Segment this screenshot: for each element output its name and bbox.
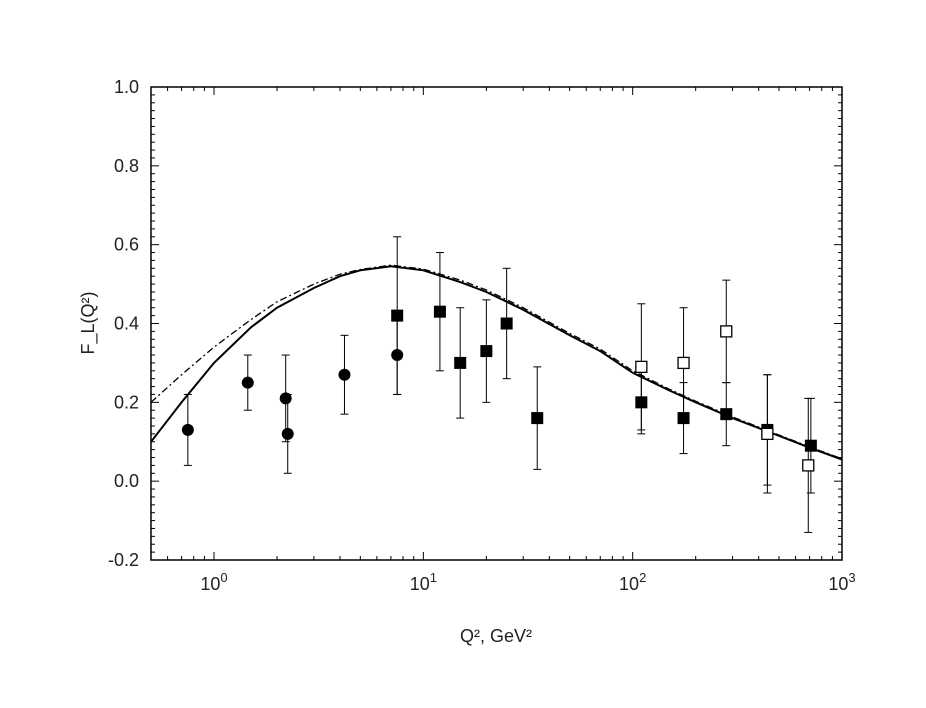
x-tick-label: 101 [410,570,437,594]
y-tick-label: 0.4 [114,314,139,334]
y-tick-label: 0.6 [114,235,139,255]
filled-square-marker [531,412,544,425]
y-tick-label: 0.2 [114,392,139,412]
filled-square-marker [391,309,404,322]
x-tick-label: 102 [619,570,646,594]
open-square-marker [761,427,774,441]
filled-square-marker [804,439,817,452]
tick-labels: -0.2 0.0 0.2 0.4 0.6 0.8 1.0 100 101 102 103 [108,77,856,594]
x-axis-title: Q², GeV² [460,626,532,646]
filled-square-marker [500,317,513,330]
dash-dot-curve [150,264,843,460]
filled-square-marker [720,408,733,421]
circle-marker [281,427,294,440]
y-tick-label: 1.0 [114,77,139,97]
model-curves [150,264,843,461]
circle-marker [181,423,194,436]
circle-marker [241,376,254,389]
circle-marker [279,392,292,405]
open-square-marker [802,459,815,472]
y-axis-title: F_L(Q²) [78,292,99,355]
data-points [181,236,817,533]
solid-curve [150,265,843,461]
x-tick-label: 103 [828,570,855,594]
open-square-marker [677,356,690,370]
x-tick-label: 100 [200,570,227,594]
filled-square-marker [454,356,467,369]
y-tick-label: -0.2 [108,550,139,570]
y-tick-label: 0.0 [114,471,139,491]
open-square-marker [720,325,733,338]
open-square-marker [635,360,648,374]
y-tick-label: 0.8 [114,156,139,176]
filled-square-marker [480,345,493,358]
filled-square-marker [433,305,446,318]
axis-ticks [150,86,843,561]
circle-marker [338,368,351,381]
